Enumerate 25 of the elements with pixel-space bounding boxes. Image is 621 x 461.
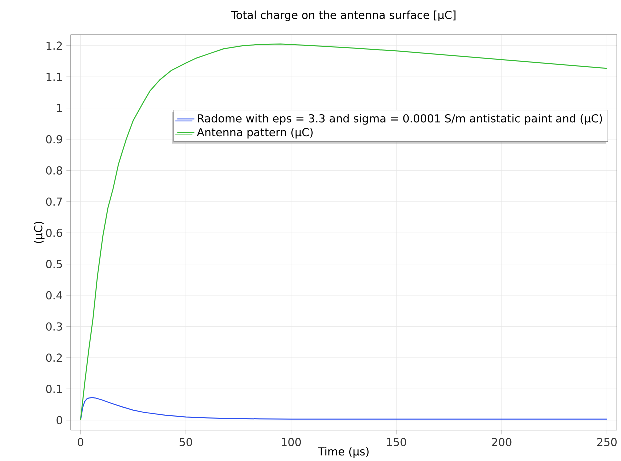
y-tick-label: 1 (57, 104, 62, 112)
x-tick-label: 250 (598, 438, 617, 446)
chart-title: Total charge on the antenna surface [µC] (231, 10, 456, 22)
y-tick-label: 0.8 (46, 166, 62, 175)
y-tick-label: 0.1 (46, 384, 62, 394)
y-tick-label: 0.2 (46, 354, 62, 362)
y-axis-title: (µC) (34, 222, 45, 244)
legend-label: Antenna pattern (µC) (197, 128, 313, 139)
y-tick-label: 0.7 (46, 198, 62, 206)
x-tick-label: 0 (78, 438, 84, 446)
y-tick-label: 0.9 (46, 135, 62, 144)
y-tick-label: 1.1 (46, 72, 62, 81)
y-tick-label: 1.2 (46, 42, 62, 50)
y-tick-label: 0.5 (46, 260, 62, 268)
y-tick-label: 0.4 (46, 291, 62, 300)
x-axis-title: Time (µs) (318, 447, 369, 458)
legend-label: Radome with eps = 3.3 and sigma = 0.0001 S/m antistatic paint and (µC) (198, 114, 602, 125)
x-tick-label: 150 (387, 438, 406, 446)
y-tick-label: 0.6 (46, 228, 62, 238)
y-tick-label: 0.3 (46, 322, 62, 331)
x-tick-label: 200 (492, 438, 512, 446)
y-tick-label: 0 (56, 416, 62, 424)
line-series (80, 44, 608, 421)
x-tick-label: 100 (282, 438, 302, 446)
x-tick-label: 50 (180, 438, 192, 446)
